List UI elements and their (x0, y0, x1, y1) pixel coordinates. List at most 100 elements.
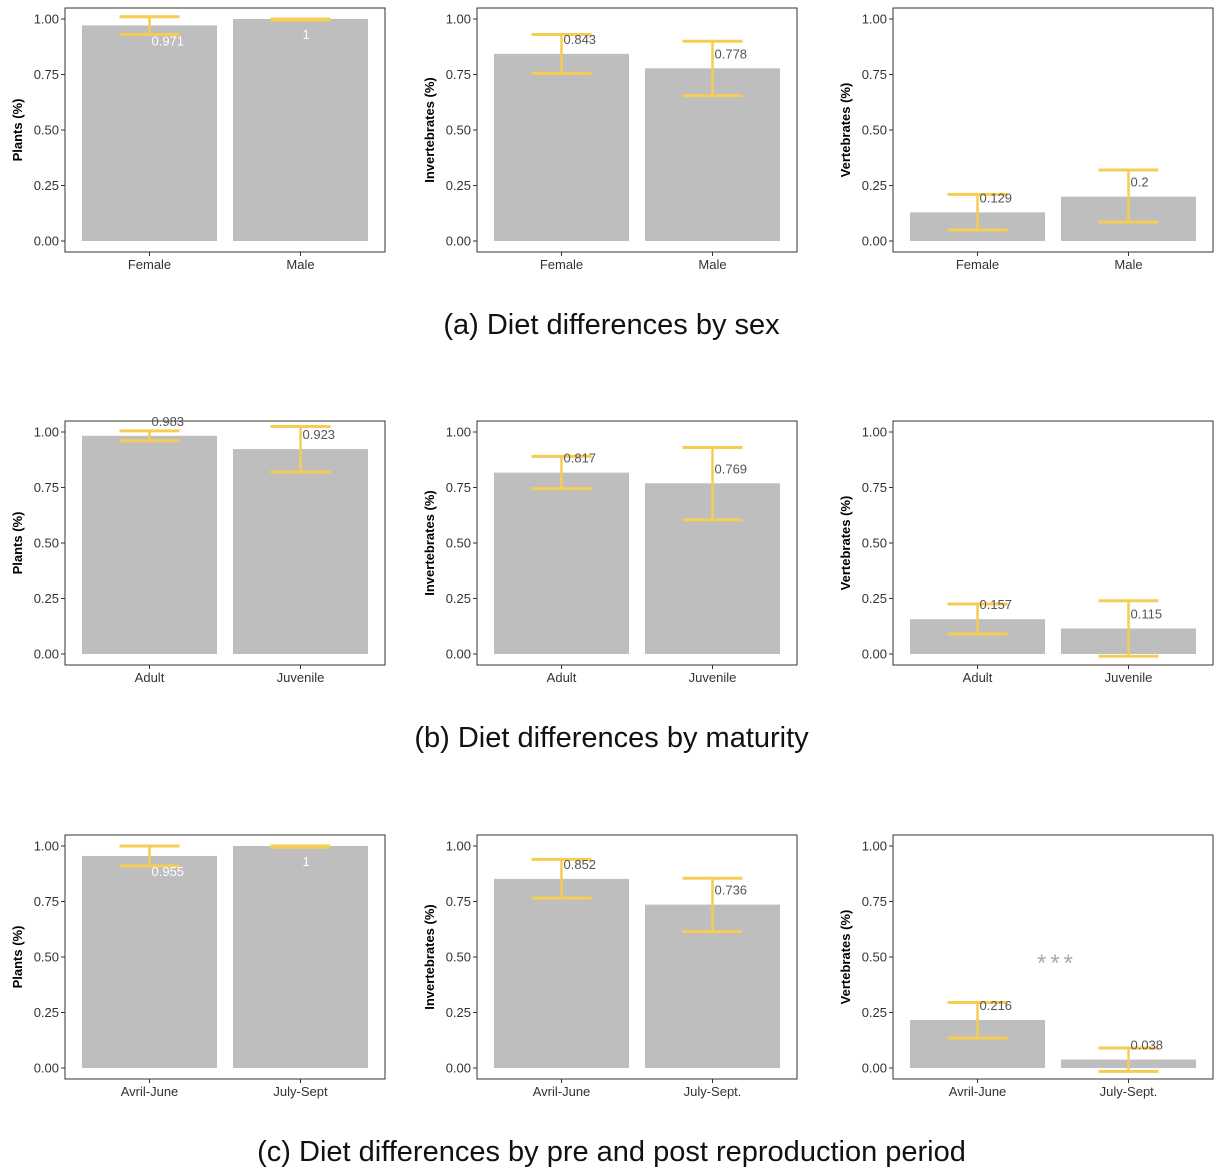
significance-annotation: *** (1037, 950, 1077, 977)
y-tick-label: 1.00 (862, 425, 887, 440)
y-axis-title: Invertebrates (%) (422, 490, 437, 595)
y-tick-label: 1.00 (862, 839, 887, 854)
y-tick-label: 0.25 (862, 1005, 887, 1020)
y-tick-label: 0.00 (862, 647, 887, 662)
figure-row: 0.00 0.25 0.50 0.75 1.00 Plants (%) 0.983 0.923… (10, 414, 1214, 754)
x-tick-label: Adult (547, 670, 577, 685)
y-tick-label: 0.50 (446, 950, 471, 965)
y-tick-label: 0.25 (862, 178, 887, 193)
x-tick-label: Male (698, 257, 726, 272)
y-axis-title: Vertebrates (%) (838, 910, 853, 1005)
x-tick-label: Female (128, 257, 171, 272)
y-tick-label: 1.00 (446, 425, 471, 440)
error-bar (270, 844, 331, 849)
bar-adult (82, 435, 217, 654)
error-bar (531, 857, 592, 900)
value-label: 0.115 (1131, 606, 1163, 621)
value-label: 1 (303, 27, 310, 42)
x-tick-label: Male (1114, 257, 1142, 272)
y-tick-label: 0.00 (446, 1061, 471, 1076)
y-tick-label: 0.25 (446, 178, 471, 193)
value-label: 0.852 (564, 857, 597, 872)
value-label: 0.843 (564, 32, 597, 47)
value-label: 0.2 (1131, 175, 1149, 190)
value-label: 0.736 (715, 883, 748, 898)
bar-juvenile (233, 449, 368, 654)
row-caption: (b) Diet differences by maturity (414, 722, 809, 754)
error-bar (119, 15, 180, 37)
error-bar (270, 424, 331, 474)
x-tick-label: Male (286, 257, 314, 272)
y-tick-label: 0.00 (34, 234, 59, 249)
y-axis-title: Invertebrates (%) (422, 904, 437, 1009)
y-axis-title: Vertebrates (%) (838, 496, 853, 591)
y-tick-label: 0.50 (446, 123, 471, 138)
value-label: 0.983 (152, 414, 185, 429)
chart-panel-b-1: 0.00 0.25 0.50 0.75 1.00 Plants (%) 0.983 0.923… (10, 414, 386, 685)
error-bar (531, 454, 592, 491)
y-tick-label: 0.75 (446, 894, 471, 909)
y-tick-label: 0.75 (862, 894, 887, 909)
bar-female (82, 25, 217, 241)
error-bar (947, 602, 1008, 636)
value-label: 0.038 (1131, 1038, 1164, 1053)
chart-panel-a-3: 0.00 0.25 0.50 0.75 1.00 Vertebrates (%) 0.129… (838, 7, 1214, 272)
y-tick-label: 0.50 (862, 123, 887, 138)
bar-july-sept (233, 846, 368, 1068)
y-tick-label: 0.50 (34, 123, 59, 138)
error-bar (947, 192, 1008, 232)
error-bar (270, 17, 331, 22)
x-tick-label: Female (540, 257, 583, 272)
y-tick-label: 0.25 (34, 591, 59, 606)
y-tick-label: 0.00 (34, 647, 59, 662)
chart-panel-c-1: 0.00 0.25 0.50 0.75 1.00 Plants (%) 0.955 1 Avri… (10, 834, 386, 1099)
error-bar (119, 429, 180, 443)
x-tick-label: Avril-June (949, 1084, 1007, 1099)
y-tick-label: 1.00 (446, 12, 471, 27)
y-tick-label: 1.00 (34, 12, 59, 27)
y-tick-label: 0.00 (446, 234, 471, 249)
x-tick-label: Avril-June (533, 1084, 591, 1099)
x-tick-label: Adult (963, 670, 993, 685)
chart-panel-a-2: 0.00 0.25 0.50 0.75 1.00 Invertebrates (%) 0.8… (422, 7, 798, 272)
row-caption: (c) Diet differences by pre and post rep… (257, 1136, 966, 1168)
x-tick-label: Avril-June (121, 1084, 179, 1099)
x-tick-label: July-Sept (273, 1084, 328, 1099)
y-tick-label: 0.25 (34, 178, 59, 193)
x-tick-label: July-Sept. (684, 1084, 742, 1099)
y-tick-label: 0.00 (862, 234, 887, 249)
x-tick-label: Juvenile (277, 670, 325, 685)
value-label: 0.769 (715, 461, 748, 476)
value-label: 0.955 (152, 864, 185, 879)
y-tick-label: 0.00 (446, 647, 471, 662)
x-tick-label: July-Sept. (1100, 1084, 1158, 1099)
bar-male (233, 19, 368, 241)
y-tick-label: 0.75 (34, 480, 59, 495)
y-tick-label: 0.75 (446, 480, 471, 495)
y-tick-label: 0.50 (34, 536, 59, 551)
y-axis-title: Plants (%) (10, 99, 25, 162)
y-axis-title: Plants (%) (10, 512, 25, 575)
y-tick-label: 0.50 (34, 950, 59, 965)
chart-panel-b-3: 0.00 0.25 0.50 0.75 1.00 Vertebrates (%) 0.157… (838, 420, 1214, 685)
chart-panel-b-2: 0.00 0.25 0.50 0.75 1.00 Invertebrates (%) 0.8… (422, 420, 798, 685)
figure-row: 0.00 0.25 0.50 0.75 1.00 Plants (%) 0.971 1 Fema… (10, 7, 1214, 341)
bar-avril-june (494, 878, 629, 1068)
value-label: 0.817 (564, 451, 597, 466)
y-tick-label: 1.00 (34, 839, 59, 854)
y-tick-label: 0.75 (862, 480, 887, 495)
y-tick-label: 0.50 (862, 536, 887, 551)
x-tick-label: Juvenile (689, 670, 737, 685)
value-label: 1 (303, 854, 310, 869)
y-tick-label: 0.25 (862, 591, 887, 606)
y-tick-label: 1.00 (862, 12, 887, 27)
y-axis-title: Invertebrates (%) (422, 77, 437, 182)
y-axis-title: Vertebrates (%) (838, 83, 853, 178)
bar-adult (494, 472, 629, 654)
y-tick-label: 0.00 (862, 1061, 887, 1076)
chart-panel-a-1: 0.00 0.25 0.50 0.75 1.00 Plants (%) 0.971 1 Fema… (10, 7, 386, 272)
x-tick-label: Adult (135, 670, 165, 685)
y-tick-label: 0.25 (446, 591, 471, 606)
y-tick-label: 0.75 (446, 67, 471, 82)
